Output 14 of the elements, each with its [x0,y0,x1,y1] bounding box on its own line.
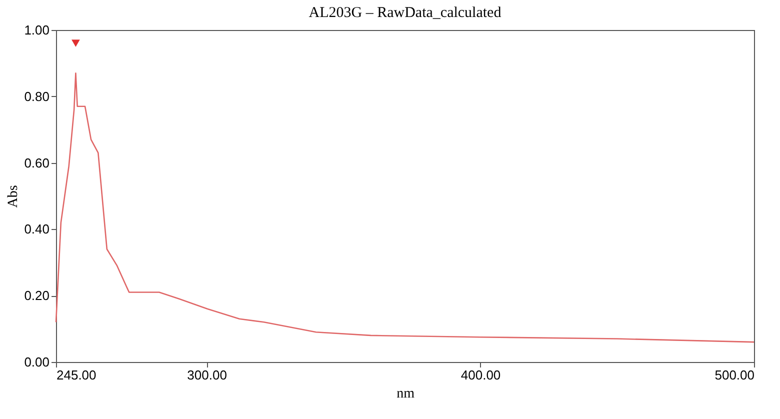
y-tick-label: 0.20 [24,288,50,304]
x-tick-label: 400.00 [460,368,501,382]
x-tick-label: 245.00 [56,368,96,382]
y-axis-title: Abs [6,185,22,208]
x-axis-title: nm [396,386,415,402]
chart-title: AL203G – RawData_calculated [308,5,502,21]
x-tick-label: 500.00 [714,368,754,382]
line-series [55,72,755,343]
x-tick-label: 300.00 [187,368,227,382]
y-tick-label: 0.00 [24,354,50,370]
y-tick-label: 1.00 [24,22,50,38]
y-tick-label: 0.60 [24,155,50,170]
y-tick-label: 0.40 [24,222,50,237]
y-tick-label: 0.80 [24,88,50,104]
